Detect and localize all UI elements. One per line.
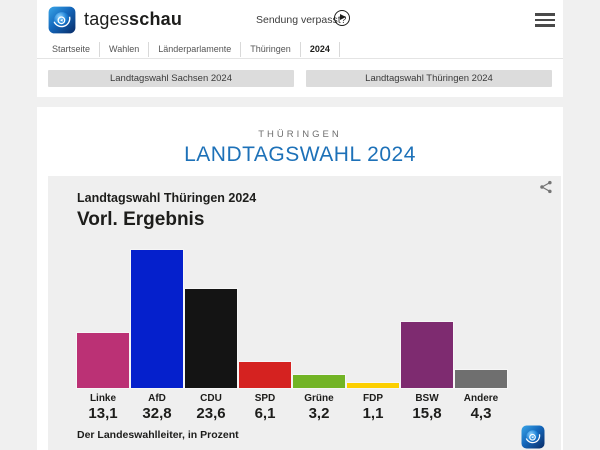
party-value: 6,1 — [254, 405, 276, 422]
party-label: SPD — [254, 393, 276, 404]
brand-bold: schau — [129, 9, 183, 29]
main-content: THÜRINGEN LANDTAGSWAHL 2024 Landtagswahl… — [37, 107, 563, 450]
bar-column-afd: AfD 32,8 — [130, 248, 184, 422]
bar-column-andere: Andere 4,3 — [454, 248, 508, 422]
bar-andere — [454, 368, 508, 390]
election-chart-card: Landtagswahl Thüringen 2024 Vorl. Ergebn… — [48, 176, 561, 450]
chart-subtitle: Vorl. Ergebnis — [77, 209, 205, 230]
site-header: tagesschau Sendung verpasst? Startseite … — [37, 0, 563, 97]
party-value: 15,8 — [412, 405, 442, 422]
breadcrumb-divider — [37, 58, 563, 59]
breadcrumb-item-thueringen[interactable]: Thüringen — [241, 42, 301, 57]
party-label: Grüne — [304, 393, 334, 404]
breadcrumb-item-2024[interactable]: 2024 — [301, 42, 340, 57]
party-label: CDU — [200, 393, 222, 404]
bar-column-spd: SPD 6,1 — [238, 248, 292, 422]
bar-fdp — [346, 382, 400, 389]
tagesschau-watermark-icon — [521, 425, 545, 449]
tab-landtagswahl-thueringen-2024[interactable]: Landtagswahl Thüringen 2024 — [306, 70, 552, 87]
bar-column-cdu: CDU 23,6 — [184, 248, 238, 422]
party-label: Linke — [89, 393, 117, 404]
play-icon[interactable] — [334, 10, 350, 26]
page-kicker: THÜRINGEN — [258, 129, 342, 140]
bar-column-bsw: BSW 15,8 — [400, 248, 454, 422]
bar-bsw — [400, 320, 454, 390]
bar-cdu — [184, 287, 238, 390]
breadcrumb-item-laenderparlamente[interactable]: Länderparlamente — [149, 42, 242, 57]
bar-column-linke: Linke 13,1 — [76, 248, 130, 422]
sendung-verpasst-link[interactable]: Sendung verpasst? — [256, 14, 347, 26]
bar-gruene — [292, 373, 346, 390]
bar-spd — [238, 361, 292, 389]
hamburger-menu-icon[interactable] — [535, 13, 555, 27]
party-value: 23,6 — [196, 405, 226, 422]
party-value: 4,3 — [470, 405, 492, 422]
tagesschau-logo-icon[interactable] — [48, 6, 76, 34]
breadcrumb: Startseite Wahlen Länderparlamente Thüri… — [48, 42, 340, 57]
party-value: 1,1 — [362, 405, 384, 422]
brand-regular: tages — [84, 9, 130, 29]
brand-wordmark[interactable]: tagesschau — [84, 9, 182, 30]
chart-title: Landtagswahl Thüringen 2024 — [77, 191, 257, 205]
bar-column-gruene: Grüne 3,2 — [292, 248, 346, 422]
party-value: 13,1 — [88, 405, 118, 422]
chart-source: Der Landeswahlleiter, in Prozent — [77, 429, 239, 441]
tab-landtagswahl-sachsen-2024[interactable]: Landtagswahl Sachsen 2024 — [48, 70, 294, 87]
party-value: 32,8 — [142, 405, 172, 422]
party-label: Andere — [463, 393, 499, 404]
bar-chart: Linke 13,1 AfD 32,8 CDU 23,6 SPD 6,1 — [76, 248, 508, 422]
breadcrumb-item-startseite[interactable]: Startseite — [48, 42, 101, 57]
party-label: BSW — [415, 393, 439, 404]
breadcrumb-item-wahlen[interactable]: Wahlen — [100, 42, 150, 57]
page-title: LANDTAGSWAHL 2024 — [184, 143, 416, 166]
party-label: AfD — [148, 393, 166, 404]
bar-linke — [76, 332, 130, 389]
party-label: FDP — [363, 393, 383, 404]
bar-column-fdp: FDP 1,1 — [346, 248, 400, 422]
bar-afd — [130, 249, 184, 389]
bar-columns: Linke 13,1 AfD 32,8 CDU 23,6 SPD 6,1 — [76, 248, 508, 422]
party-value: 3,2 — [308, 405, 330, 422]
election-tab-row: Landtagswahl Sachsen 2024 Landtagswahl T… — [48, 70, 552, 87]
share-icon[interactable] — [539, 180, 553, 194]
